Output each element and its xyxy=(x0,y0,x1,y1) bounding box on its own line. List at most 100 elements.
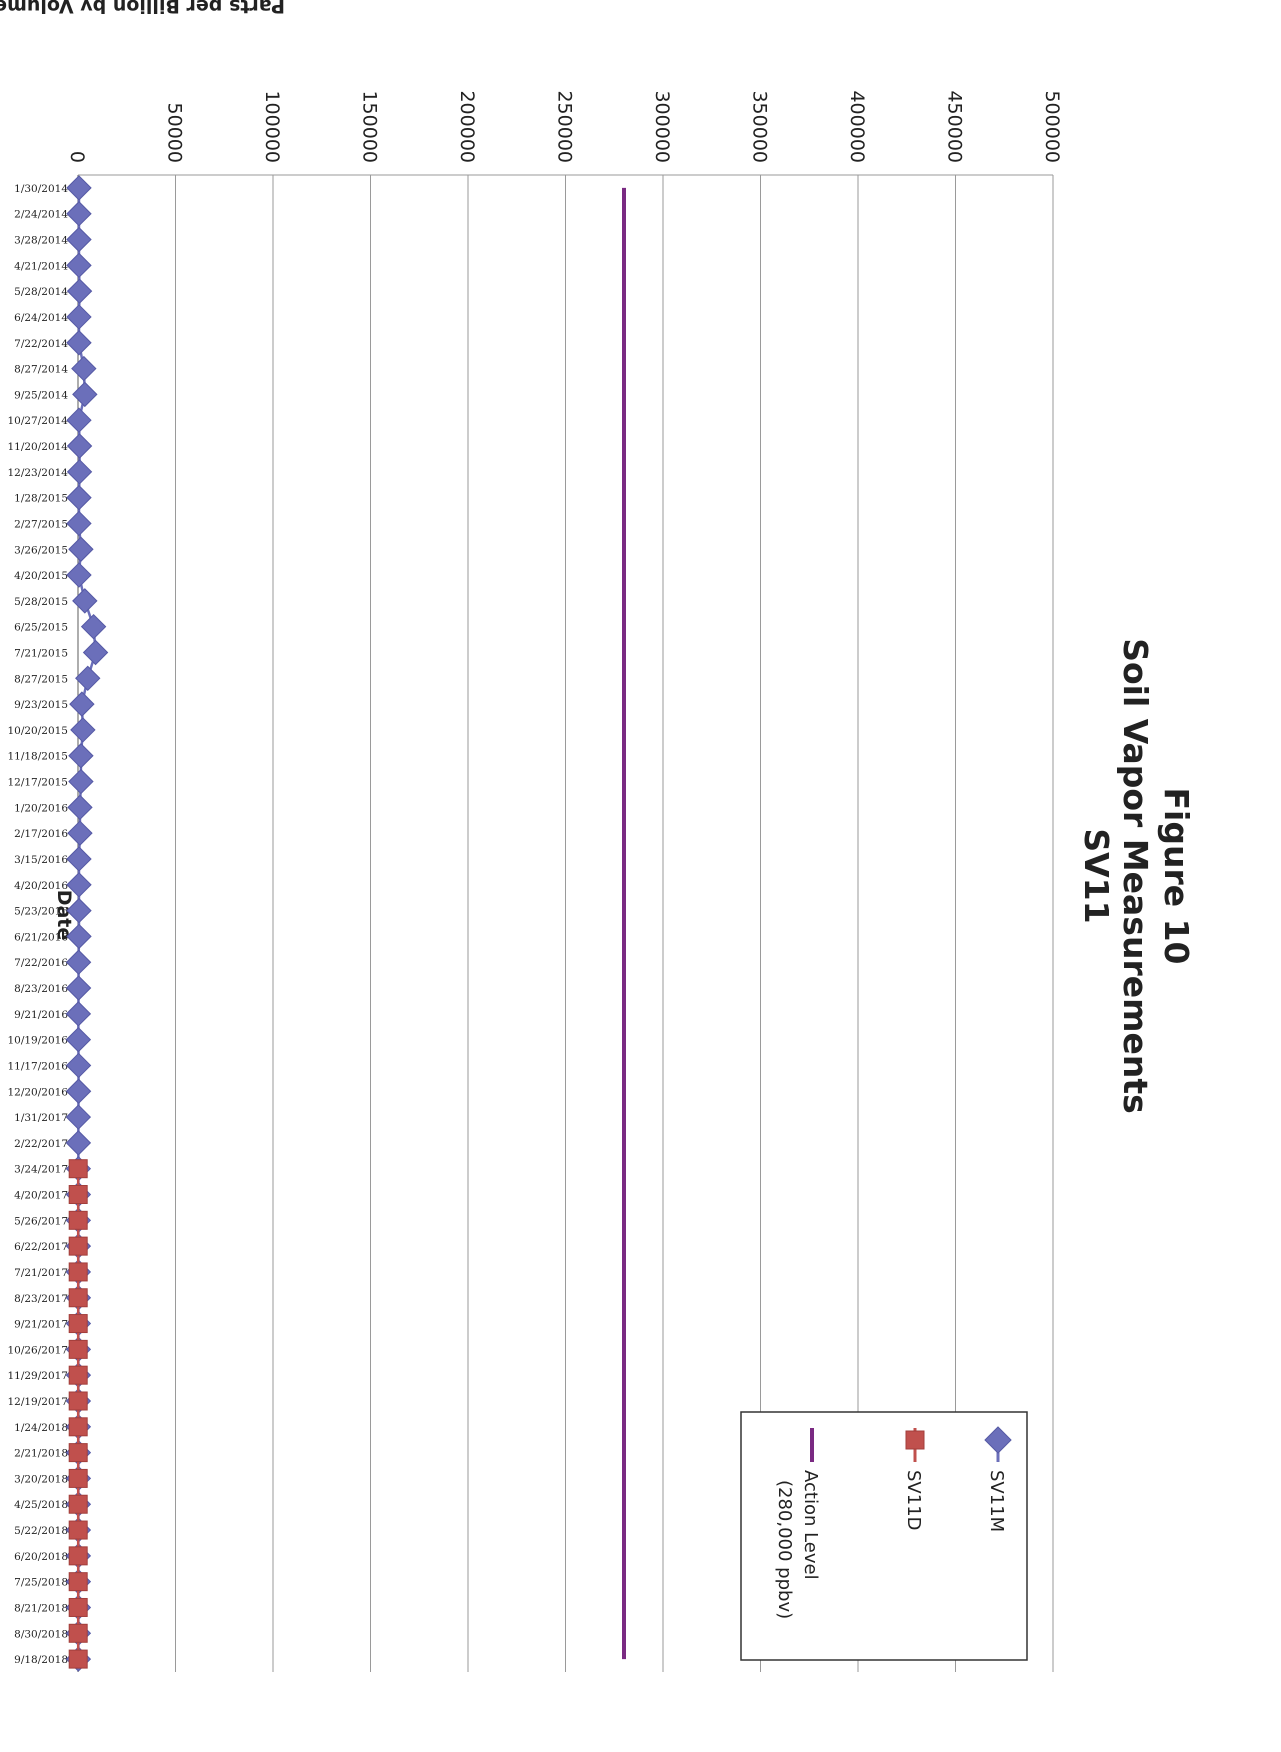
data-point xyxy=(68,768,94,795)
data-point xyxy=(66,484,92,511)
x-tick-label-group: 8/21/2018 xyxy=(14,1602,68,1614)
x-tick-label-group: 8/30/2018 xyxy=(14,1628,68,1640)
data-point xyxy=(68,1494,88,1514)
x-tick-label: 5/28/2014 xyxy=(14,286,68,298)
x-tick-label: 7/25/2018 xyxy=(14,1577,68,1589)
data-point xyxy=(68,1649,88,1669)
data-point xyxy=(66,226,92,253)
data-point xyxy=(66,846,92,872)
data-point xyxy=(67,794,93,821)
data-point xyxy=(66,562,92,588)
x-tick-label-group: 10/19/2016 xyxy=(7,1035,68,1047)
x-tick-label: 2/24/2014 xyxy=(14,209,68,221)
x-tick-label: 9/23/2015 xyxy=(14,699,68,711)
data-point xyxy=(65,975,92,1001)
x-tick-label-group: 11/29/2017 xyxy=(7,1370,68,1382)
x-tick-label: 10/20/2015 xyxy=(7,725,68,737)
data-point xyxy=(66,407,92,433)
data-point xyxy=(65,1001,92,1027)
y-tick-label: 0 xyxy=(66,151,88,163)
x-tick-label: 4/20/2016 xyxy=(14,880,68,892)
legend-items xyxy=(810,1426,1012,1462)
data-point xyxy=(68,1288,88,1308)
data-point xyxy=(68,1468,88,1488)
x-tick-label-group: 2/17/2016 xyxy=(14,828,68,840)
x-tick-label: 11/29/2017 xyxy=(7,1370,68,1382)
data-point xyxy=(68,1185,88,1205)
x-tick-label-group: 8/23/2016 xyxy=(14,983,68,995)
x-tick-label-group: 9/25/2014 xyxy=(14,389,68,401)
data-point xyxy=(66,459,93,485)
x-tick-label: 9/21/2017 xyxy=(14,1319,68,1331)
x-tick-label-group: 9/21/2016 xyxy=(14,1009,68,1021)
x-tick-label: 6/25/2015 xyxy=(14,622,68,634)
y-tick-label: 350000 xyxy=(749,90,771,163)
data-point xyxy=(66,330,92,356)
x-tick-label-group: 12/23/2014 xyxy=(7,467,68,479)
x-tick-label: 8/30/2018 xyxy=(14,1628,68,1640)
x-tick-label-group: 1/28/2015 xyxy=(14,493,68,505)
x-tick-label: 3/20/2018 xyxy=(14,1473,68,1485)
data-point xyxy=(68,1262,88,1282)
y-tick-label: 500000 xyxy=(1041,90,1063,163)
data-point xyxy=(68,1443,88,1463)
data-point xyxy=(68,1391,88,1411)
x-tick-label-group: 12/19/2017 xyxy=(7,1396,68,1408)
x-tick-label: 8/27/2015 xyxy=(14,673,68,685)
data-point xyxy=(68,1314,88,1334)
x-tick-label: 8/27/2014 xyxy=(14,364,68,376)
data-point xyxy=(70,717,96,743)
x-tick-label-group: 6/22/2017 xyxy=(14,1241,68,1253)
x-tick-label-group: 10/27/2014 xyxy=(7,415,68,427)
x-tick-label: 4/20/2015 xyxy=(14,570,68,582)
x-tick-label-group: 3/26/2015 xyxy=(14,544,68,556)
x-tick-label: 5/23/2016 xyxy=(14,906,68,918)
x-tick-label-group: 6/25/2015 xyxy=(14,622,68,634)
data-point xyxy=(65,1078,92,1104)
x-tick-label-group: 4/25/2018 xyxy=(14,1499,68,1511)
x-tick-label-group: 7/21/2017 xyxy=(14,1267,68,1279)
x-tick-label-group: 1/31/2017 xyxy=(14,1112,68,1124)
data-point xyxy=(65,1052,92,1079)
x-tick-label: 9/18/2018 xyxy=(14,1654,68,1666)
x-tick-label: 5/28/2015 xyxy=(14,596,68,608)
x-tick-label: 9/21/2016 xyxy=(14,1009,68,1021)
x-tick-label-group: 4/20/2015 xyxy=(14,570,68,582)
x-tick-label: 8/23/2017 xyxy=(14,1293,68,1305)
x-tick-label: 6/24/2014 xyxy=(14,312,68,324)
x-tick-label: 8/23/2016 xyxy=(14,983,68,995)
data-point xyxy=(82,639,109,666)
x-tick-label-group: 7/22/2016 xyxy=(14,957,68,969)
x-tick-label-group: 8/27/2014 xyxy=(14,364,68,376)
y-axis-ticks: 0 50000 100000 150000 200000 250000 300000 3500… xyxy=(66,90,1063,163)
x-tick-label-group: 2/21/2018 xyxy=(14,1448,68,1460)
x-tick-label-group: 9/21/2017 xyxy=(14,1319,68,1331)
x-tick-label: 6/21/2016 xyxy=(14,931,68,943)
series-sv11d xyxy=(68,1159,88,1669)
x-tick-label-group: 6/20/2018 xyxy=(14,1551,68,1563)
x-tick-label-group: 10/26/2017 xyxy=(7,1344,68,1356)
x-tick-label: 3/15/2016 xyxy=(14,854,68,866)
data-point xyxy=(66,175,92,201)
data-point xyxy=(67,820,93,846)
x-tick-label-group: 1/30/2014 xyxy=(14,183,68,195)
data-point xyxy=(69,691,95,717)
x-tick-label: 12/19/2017 xyxy=(7,1396,68,1408)
x-tick-label-group: 11/17/2016 xyxy=(7,1060,68,1072)
data-point xyxy=(68,1520,88,1540)
data-point xyxy=(66,923,92,950)
data-point xyxy=(72,588,98,614)
x-tick-label-group: 4/20/2017 xyxy=(14,1190,68,1202)
x-tick-label: 1/30/2014 xyxy=(14,183,68,195)
x-tick-label: 12/23/2014 xyxy=(7,467,68,479)
x-tick-label-group: 9/18/2018 xyxy=(14,1654,68,1666)
x-tick-label: 2/22/2017 xyxy=(14,1138,68,1150)
y-tick-label: 150000 xyxy=(359,90,381,163)
data-point xyxy=(65,1026,92,1053)
data-point xyxy=(68,743,94,769)
y-tick-label: 300000 xyxy=(651,90,673,163)
legend-label-action-level-line-1: Action Level xyxy=(800,1470,821,1580)
x-tick-label-group: 1/24/2018 xyxy=(14,1422,68,1434)
